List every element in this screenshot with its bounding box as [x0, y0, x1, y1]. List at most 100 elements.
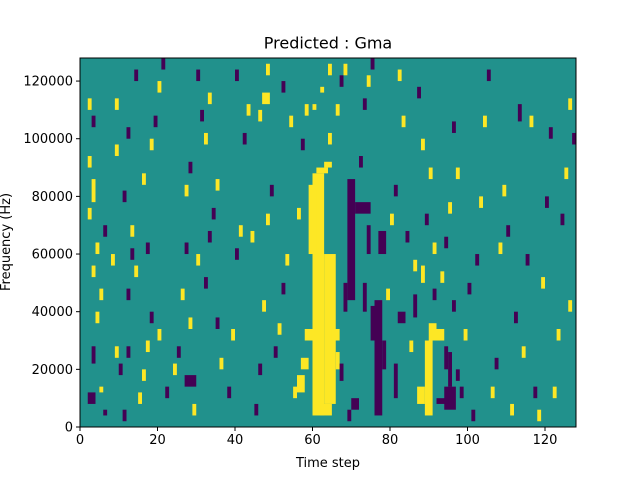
heatmap-cell: [145, 340, 150, 353]
heatmap-cell: [436, 398, 449, 404]
heatmap-cell: [87, 207, 92, 220]
heatmap-cell: [138, 392, 142, 404]
heatmap-cell: [370, 58, 375, 70]
x-tick-label: 0: [76, 433, 84, 448]
heatmap-cell: [514, 311, 518, 324]
heatmap-cell: [475, 254, 480, 266]
heatmap-cell: [200, 109, 204, 122]
heatmap-cell: [521, 346, 526, 358]
heatmap-cell: [308, 184, 317, 255]
heatmap-cell: [424, 340, 433, 416]
x-tick-label: 20: [149, 433, 166, 448]
heatmap-cell: [328, 132, 332, 145]
heatmap-cell: [324, 254, 336, 404]
heatmap-cell: [506, 225, 511, 237]
heatmap-cell: [242, 132, 247, 145]
heatmap-cell: [293, 386, 297, 399]
heatmap-cell: [417, 86, 421, 99]
heatmap-cell: [99, 386, 104, 393]
heatmap-cell: [188, 161, 193, 174]
heatmap-cell: [266, 63, 270, 76]
heatmap-cell: [122, 409, 127, 422]
heatmap-cell: [483, 115, 487, 128]
heatmap-cell: [235, 248, 239, 260]
heatmap-cell: [378, 230, 387, 255]
heatmap-cell: [122, 190, 127, 203]
heatmap-cell: [173, 363, 177, 376]
heatmap-cell: [525, 254, 530, 266]
heatmap-cell: [277, 323, 282, 335]
heatmap-cell: [300, 138, 305, 151]
heatmap-cell: [444, 386, 456, 410]
heatmap-cell: [355, 202, 371, 214]
heatmap-cell: [111, 254, 115, 266]
heatmap-cell: [304, 328, 313, 341]
heatmap-cell: [452, 121, 456, 133]
heatmap-cell: [153, 115, 158, 128]
heatmap-cell: [204, 277, 208, 289]
y-tick-label: 60000: [32, 248, 73, 263]
heatmap-cell: [207, 92, 212, 105]
heatmap-cell: [188, 317, 193, 329]
heatmap-cell: [145, 242, 150, 255]
heatmap-cell: [134, 265, 139, 278]
heatmap-cell: [161, 58, 166, 70]
heatmap-cell: [436, 328, 445, 341]
heatmap-cell: [374, 300, 383, 416]
heatmap-cell: [382, 340, 387, 370]
heatmap-cell: [370, 305, 375, 341]
heatmap-cell: [258, 363, 263, 376]
heatmap-cell: [184, 375, 197, 387]
heatmap-cell: [204, 132, 208, 145]
heatmap-cell: [328, 63, 332, 76]
heatmap-cell: [211, 207, 216, 220]
heatmap-cell: [452, 300, 456, 312]
heatmap-cell: [91, 346, 96, 364]
x-tick-label: 80: [382, 433, 399, 448]
heatmap-cell: [386, 288, 390, 301]
heatmap-cell: [273, 346, 278, 358]
heatmap-cell: [432, 288, 437, 301]
heatmap-cell: [463, 328, 468, 341]
heatmap-cell: [448, 352, 452, 387]
heatmap-cell: [486, 69, 491, 82]
heatmap-cell: [262, 92, 270, 105]
heatmap-cell: [258, 109, 263, 122]
heatmap-cell: [207, 230, 212, 243]
heatmap-cell: [564, 167, 569, 180]
heatmap-cell: [537, 409, 542, 422]
heatmap-cell: [393, 363, 398, 399]
heatmap-cell: [130, 248, 135, 260]
heatmap-cell: [362, 98, 367, 110]
heatmap-cell: [413, 294, 418, 318]
heatmap-cell: [393, 184, 398, 197]
x-tick-label: 40: [227, 433, 244, 448]
heatmap-cell: [343, 282, 348, 312]
heatmap-cell: [87, 156, 92, 168]
heatmap-cell: [300, 357, 309, 370]
heatmap-cell: [149, 138, 154, 151]
heatmap-cell: [455, 167, 460, 180]
x-tick-label: 100: [455, 433, 480, 448]
heatmap-cell: [130, 225, 135, 237]
heatmap-cell: [347, 179, 356, 301]
heatmap-cell: [103, 409, 108, 416]
y-tick-label: 20000: [32, 363, 73, 378]
heatmap-cell: [409, 340, 414, 353]
heatmap-cell: [297, 207, 301, 220]
heatmap-cell: [455, 369, 460, 381]
y-tick-label: 40000: [32, 305, 73, 320]
heatmap-cell: [502, 184, 507, 197]
heatmap-cell: [316, 167, 328, 174]
heatmap-cell: [324, 161, 332, 168]
heatmap-cell: [176, 346, 181, 358]
heatmap-cell: [266, 213, 270, 226]
heatmap-cell: [165, 386, 170, 399]
heatmap-cell: [359, 156, 363, 168]
heatmap-cell: [281, 282, 286, 295]
heatmap-cell: [157, 328, 162, 341]
heatmap-cell: [417, 386, 425, 404]
heatmap-cell: [432, 242, 437, 255]
heatmap-cell: [568, 300, 573, 312]
heatmap-cell: [118, 363, 123, 376]
